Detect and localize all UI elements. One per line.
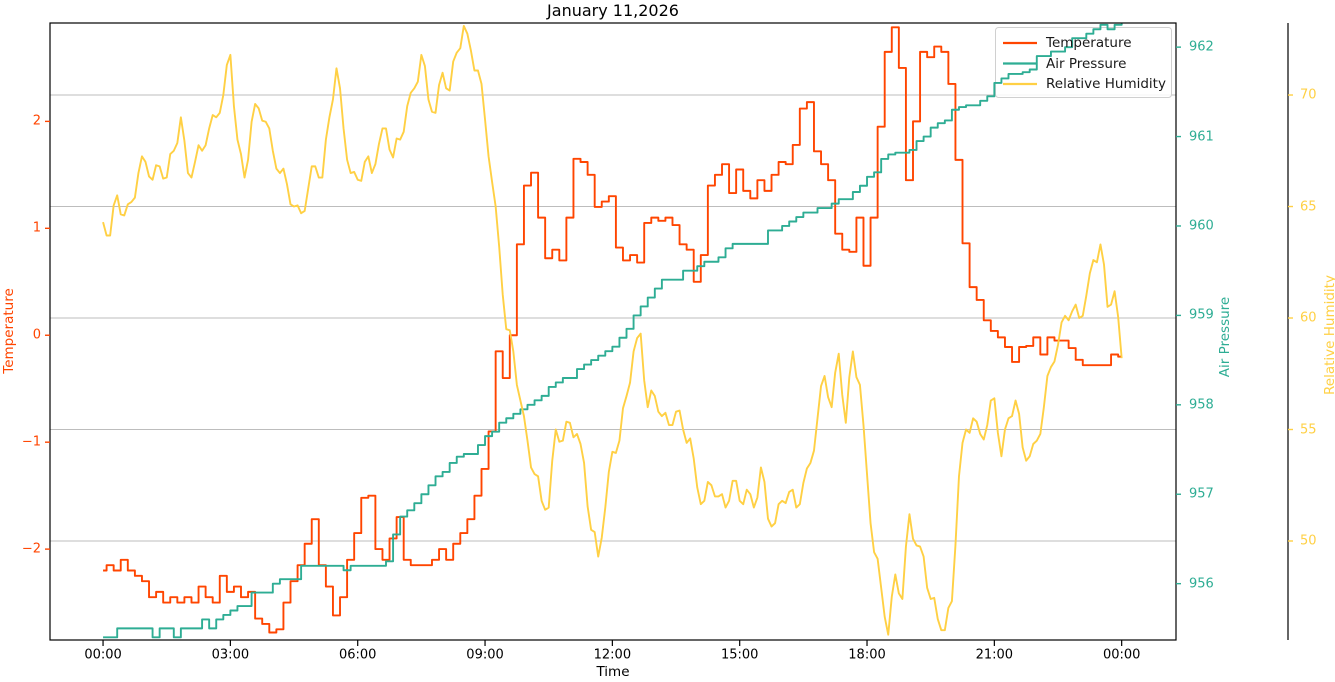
chart-title: January 11,2026 xyxy=(547,1,679,20)
x-tick-label: 03:00 xyxy=(211,647,250,663)
x-tick-label: 00:00 xyxy=(84,647,122,663)
temperature-tick-label: −1 xyxy=(21,434,41,450)
x-tick-label: 00:00 xyxy=(1102,647,1141,663)
x-tick-label: 12:00 xyxy=(593,647,632,663)
humidity-tick-label: 70 xyxy=(1300,87,1317,103)
x-tick-label: 09:00 xyxy=(466,647,504,663)
pressure-line xyxy=(103,23,1123,639)
pressure-tick-label: 959 xyxy=(1189,307,1214,323)
legend-frame xyxy=(995,27,1172,98)
time-axis-label: Time xyxy=(596,664,630,680)
humidity-tick-label: 65 xyxy=(1300,199,1317,215)
humidity-tick-label: 60 xyxy=(1300,310,1317,326)
x-tick-label: 18:00 xyxy=(848,647,886,663)
temperature-tick-label: 1 xyxy=(32,220,41,236)
pressure-tick-label: 962 xyxy=(1189,39,1214,55)
legend-entry-temperature: Temperature xyxy=(1046,35,1132,51)
temperature-tick-label: 0 xyxy=(32,327,41,343)
pressure-axis-label: Air Pressure xyxy=(1217,296,1233,378)
temperature-line xyxy=(103,26,1122,634)
pressure-tick-label: 958 xyxy=(1189,397,1214,413)
x-tick-label: 21:00 xyxy=(975,647,1014,663)
pressure-tick-label: 960 xyxy=(1189,218,1214,234)
x-tick-label: 15:00 xyxy=(720,647,759,663)
pressure-tick-label: 961 xyxy=(1189,129,1214,145)
temperature-tick-label: −2 xyxy=(21,541,41,557)
humidity-axis-label: Relative Humidity xyxy=(1322,275,1335,395)
temperature-axis-label: Temperature xyxy=(1,288,17,374)
legend-entry-pressure: Air Pressure xyxy=(1046,55,1127,72)
humidity-tick-label: 55 xyxy=(1300,422,1317,437)
humidity-line xyxy=(102,24,1123,636)
pressure-tick-label: 957 xyxy=(1189,486,1214,502)
legend-entry-humidity: Relative Humidity xyxy=(1046,76,1166,92)
humidity-tick-label: 50 xyxy=(1300,533,1317,549)
temperature-tick-label: 2 xyxy=(32,113,41,129)
plot-border xyxy=(49,22,1177,641)
x-tick-label: 06:00 xyxy=(338,647,377,663)
pressure-tick-label: 956 xyxy=(1189,576,1214,592)
